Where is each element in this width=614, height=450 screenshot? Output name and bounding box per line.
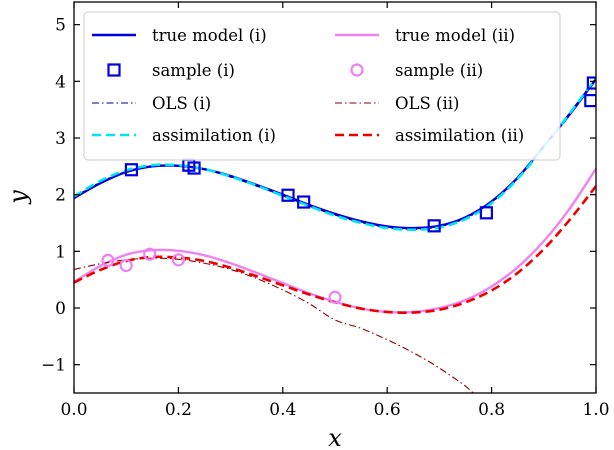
x-axis-label: x xyxy=(328,424,342,450)
legend-label-ols-i: OLS (i) xyxy=(152,94,211,113)
y-tick-label: 2 xyxy=(55,186,66,206)
legend-label-true-model-ii: true model (ii) xyxy=(395,26,515,45)
legend-label-ols-ii: OLS (ii) xyxy=(395,94,459,113)
scatter-point-sample-i xyxy=(585,95,596,106)
y-tick-label: −1 xyxy=(41,356,66,376)
legend: true model (i) true model (ii) sample (i) s… xyxy=(84,12,560,160)
y-axis-label: y xyxy=(4,190,32,205)
x-tick-label: 1.0 xyxy=(582,400,609,420)
legend-label-assimilation-ii: assimilation (ii) xyxy=(395,126,524,145)
y-tick-label: 4 xyxy=(55,72,66,92)
x-tick-label: 0.0 xyxy=(60,400,87,420)
x-tick-label: 0.8 xyxy=(478,400,505,420)
y-tick-label: 3 xyxy=(55,129,66,149)
legend-label-true-model-i: true model (i) xyxy=(152,26,267,45)
legend-label-sample-i: sample (i) xyxy=(152,61,235,80)
x-tick-label: 0.2 xyxy=(165,400,192,420)
legend-label-sample-ii: sample (ii) xyxy=(395,61,483,80)
scatter-point-sample-ii xyxy=(173,254,184,265)
y-tick-label: 0 xyxy=(55,299,66,319)
x-tick-label: 0.6 xyxy=(374,400,401,420)
y-tick-label: 5 xyxy=(55,16,66,36)
legend-label-assimilation-i: assimilation (i) xyxy=(152,126,276,145)
y-tick-label: 1 xyxy=(55,242,66,262)
x-tick-label: 0.4 xyxy=(269,400,296,420)
